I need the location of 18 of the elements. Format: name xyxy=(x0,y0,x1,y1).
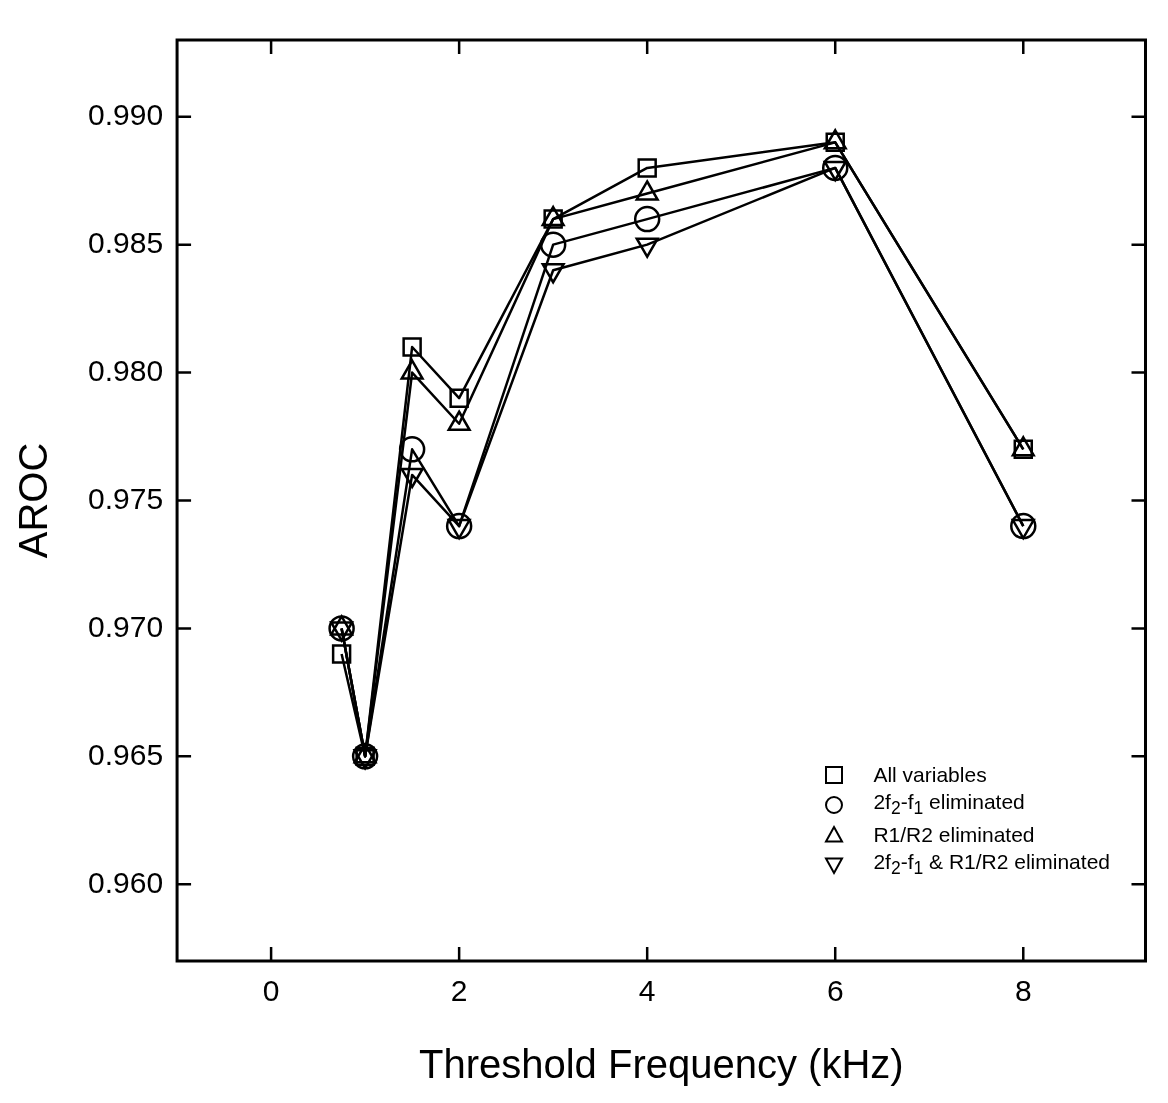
legend-label: 2f$_{2}$-f$_{1}$ eliminated xyxy=(873,790,1025,820)
x-tick-label: 4 xyxy=(638,974,656,1008)
y-tick-label: 0.980 xyxy=(88,353,164,387)
y-tick-label: 0.965 xyxy=(88,737,164,771)
x-tick-label: 0 xyxy=(262,974,280,1008)
y-axis-title: AROC xyxy=(11,442,56,559)
legend-label: R1/R2 eliminated xyxy=(873,823,1035,847)
y-tick-label: 0.985 xyxy=(88,225,164,259)
y-tick-label: 0.970 xyxy=(88,609,164,643)
x-tick-label: 2 xyxy=(450,974,468,1008)
y-tick-label: 0.960 xyxy=(88,865,164,899)
legend-label: All variables xyxy=(873,763,987,787)
y-tick-label: 0.975 xyxy=(88,481,164,515)
y-tick-label: 0.990 xyxy=(88,98,164,132)
x-tick-label: 6 xyxy=(826,974,844,1008)
legend-label: 2f$_{2}$-f$_{1}$ & R1/R2 eliminated xyxy=(873,850,1110,880)
x-tick-label: 8 xyxy=(1014,974,1032,1008)
x-axis-title: Threshold Frequency (kHz) xyxy=(418,1042,904,1087)
